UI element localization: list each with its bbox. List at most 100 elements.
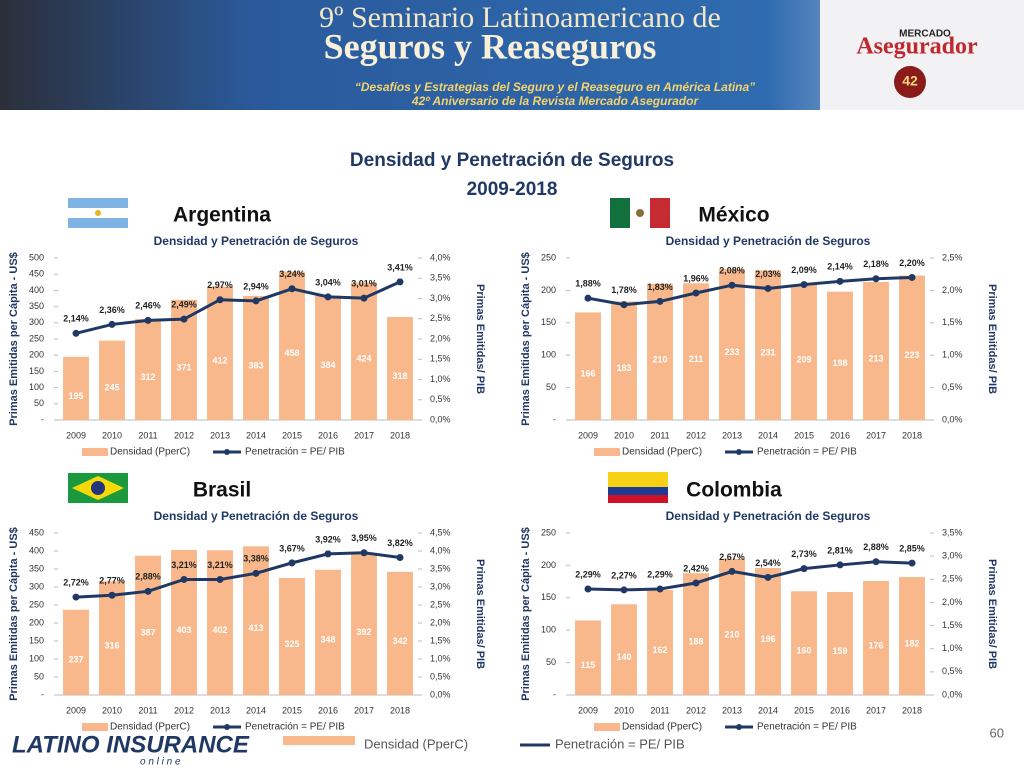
x-tick-label: 2017	[354, 430, 374, 440]
legend-label: Penetración = PE/ PIB	[245, 722, 345, 733]
y-tick-label: 250	[29, 599, 44, 609]
x-tick-label: 2009	[578, 430, 598, 440]
line-label: 2,14%	[827, 262, 853, 272]
x-tick-label: 2016	[318, 430, 338, 440]
slide-title: Densidad y Penetración de Seguros	[350, 150, 674, 171]
y2-tick-label: 0,0%	[942, 414, 963, 424]
y2-tick-label: 3,5%	[430, 563, 451, 573]
x-tick-label: 2017	[354, 705, 374, 715]
bar-label: 183	[616, 363, 631, 373]
bar	[279, 271, 305, 420]
legend-swatch	[594, 723, 620, 731]
legend-label: Penetración = PE/ PIB	[757, 722, 857, 733]
bar-label: 413	[248, 623, 263, 633]
line-label: 3,01%	[351, 278, 377, 288]
line-label: 2,03%	[755, 269, 781, 279]
bar	[719, 269, 745, 420]
y2-tick-label: 1,0%	[942, 643, 963, 653]
y-tick-label: 200	[541, 285, 556, 295]
y2-tick-label: 2,0%	[942, 285, 963, 295]
legend-swatch	[82, 723, 108, 731]
line-marker	[584, 294, 592, 302]
bar	[243, 295, 269, 420]
line-label: 2,67%	[719, 552, 745, 562]
line-label: 2,29%	[647, 569, 673, 579]
y-tick-label: 300	[29, 317, 44, 327]
y-tick-label: 300	[29, 581, 44, 591]
x-tick-label: 2012	[174, 705, 194, 715]
bar-label: 162	[652, 645, 667, 655]
y2-tick-label: 4,5%	[430, 527, 451, 537]
y-tick-label: 200	[29, 350, 44, 360]
x-tick-label: 2017	[866, 705, 886, 715]
x-tick-label: 2010	[102, 705, 122, 715]
bar-label: 392	[356, 627, 371, 637]
y2-axis-label: Primas Emitidas/ PIB	[986, 559, 998, 669]
bar-label: 383	[248, 360, 263, 370]
footer-brand-sub: o n l i n e	[140, 757, 181, 768]
flag-mexico	[610, 198, 670, 228]
x-tick-label: 2013	[722, 705, 742, 715]
line-marker	[72, 593, 80, 601]
bar-label: 209	[796, 355, 811, 365]
line-label: 2,27%	[611, 570, 637, 580]
line-marker	[360, 549, 368, 557]
bar	[827, 591, 853, 695]
y-tick-label: 100	[541, 350, 556, 360]
bar-label: 316	[104, 640, 119, 650]
y-tick-label: 150	[541, 592, 556, 602]
line-marker	[764, 284, 772, 292]
y-tick-label: 150	[29, 635, 44, 645]
x-tick-label: 2012	[686, 430, 706, 440]
line-marker	[144, 316, 152, 324]
line-marker	[180, 315, 188, 323]
footer-legend-line-label: Penetración = PE/ PIB	[555, 736, 685, 751]
y-tick-label: 250	[29, 333, 44, 343]
bar-label: 387	[140, 628, 155, 638]
bar	[791, 591, 817, 695]
bar	[863, 281, 889, 420]
bar	[99, 581, 125, 695]
y2-tick-label: 3,0%	[942, 551, 963, 561]
bar-label: 213	[868, 353, 883, 363]
line-label: 3,67%	[279, 543, 305, 553]
y2-tick-label: 0,5%	[430, 671, 451, 681]
line-marker	[216, 296, 224, 304]
line-label: 2,77%	[99, 576, 125, 586]
bar-label: 458	[284, 348, 299, 358]
line-label: 3,82%	[387, 538, 413, 548]
y-tick-label: -	[553, 689, 556, 699]
line-label: 3,38%	[243, 554, 269, 564]
y-tick-label: 100	[29, 382, 44, 392]
line-marker	[108, 591, 116, 599]
flag-argentina	[68, 198, 128, 228]
line-label: 2,97%	[207, 280, 233, 290]
bar-label: 182	[904, 638, 919, 648]
bar	[387, 571, 413, 695]
y-tick-label: 100	[541, 625, 556, 635]
line-marker	[324, 550, 332, 558]
line-marker	[764, 573, 772, 581]
y-tick-label: 400	[29, 545, 44, 555]
legend-marker	[224, 449, 230, 455]
line-marker	[656, 585, 664, 593]
line-marker	[836, 561, 844, 569]
line-marker	[692, 579, 700, 587]
x-tick-label: 2018	[902, 705, 922, 715]
x-tick-label: 2016	[830, 705, 850, 715]
bar	[611, 604, 637, 695]
x-tick-label: 2015	[794, 430, 814, 440]
footer-legend-bar: Densidad (PperC)	[364, 736, 468, 751]
line-label: 2,88%	[135, 572, 161, 582]
x-tick-label: 2015	[282, 430, 302, 440]
bar	[647, 590, 673, 695]
y-tick-label: 50	[34, 671, 44, 681]
y2-tick-label: 2,0%	[942, 597, 963, 607]
x-tick-label: 2012	[686, 705, 706, 715]
y-tick-label: 100	[29, 653, 44, 663]
line-marker	[360, 294, 368, 302]
x-tick-label: 2011	[650, 705, 669, 715]
flag-brazil	[68, 473, 128, 503]
line-marker	[396, 278, 404, 286]
bar	[135, 555, 161, 695]
